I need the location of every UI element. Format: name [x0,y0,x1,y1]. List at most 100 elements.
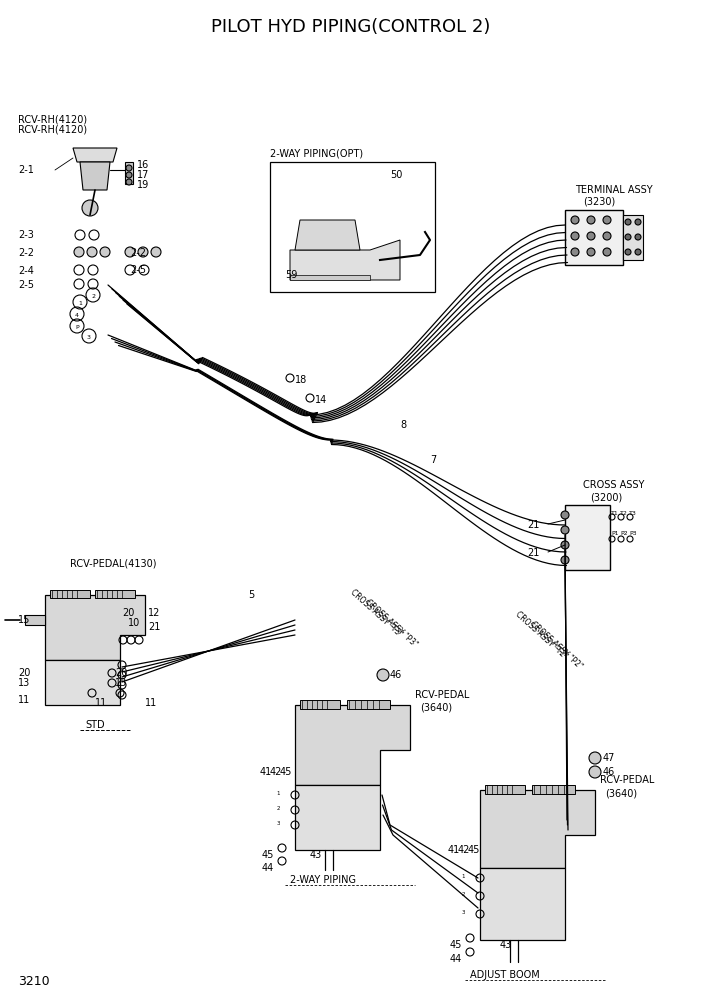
Circle shape [603,232,611,240]
Polygon shape [300,700,340,709]
Text: RCV-RH(4120): RCV-RH(4120) [18,125,87,135]
Text: 18: 18 [295,375,307,385]
Text: (3640): (3640) [420,703,452,713]
Text: 59: 59 [285,270,298,280]
Text: 21: 21 [528,548,540,558]
Circle shape [635,249,641,255]
Text: PILOT HYD PIPING(CONTROL 2): PILOT HYD PIPING(CONTROL 2) [211,18,491,36]
Text: 20: 20 [18,668,30,678]
Text: 3210: 3210 [18,975,50,988]
Circle shape [587,232,595,240]
Text: 4: 4 [75,313,79,318]
Text: 44: 44 [262,863,274,873]
Text: 11: 11 [95,698,107,708]
Bar [565,505,610,570]
Polygon shape [45,660,120,705]
Text: 20: 20 [115,668,127,678]
Text: 8: 8 [400,420,406,430]
Text: (3200): (3200) [590,492,622,502]
Text: 41: 41 [448,845,461,855]
Text: 2-WAY PIPING(OPT): 2-WAY PIPING(OPT) [270,148,363,158]
Text: 45: 45 [468,845,480,855]
Circle shape [82,200,98,216]
Text: P1: P1 [611,531,618,536]
Circle shape [571,232,579,240]
Circle shape [571,248,579,256]
Circle shape [625,249,631,255]
Text: CROSS ASSY "T2": CROSS ASSY "T2" [514,610,569,662]
Circle shape [561,526,569,534]
Text: 47: 47 [603,753,616,763]
Text: 3: 3 [461,910,465,915]
Text: 1: 1 [277,791,280,796]
Circle shape [126,172,132,178]
Circle shape [87,247,97,257]
Text: 2-2: 2-2 [130,248,146,258]
Text: 46: 46 [603,767,615,777]
Polygon shape [480,868,565,940]
Text: 19: 19 [137,180,150,190]
Text: 2-5: 2-5 [130,265,146,275]
Bar [270,162,435,292]
Polygon shape [485,785,525,794]
Text: 13: 13 [18,678,30,688]
Polygon shape [295,785,380,850]
Circle shape [625,234,631,240]
Polygon shape [295,705,410,785]
Text: STD: STD [85,720,105,730]
Polygon shape [480,790,595,868]
Text: 17: 17 [137,170,150,180]
Text: 3: 3 [87,335,91,340]
Polygon shape [80,162,110,190]
Circle shape [561,556,569,564]
Text: CROSS ASSY "P3": CROSS ASSY "P3" [364,598,420,650]
Bar [565,210,623,265]
Text: P: P [75,325,79,330]
Text: RCV-RH(4120): RCV-RH(4120) [18,115,87,125]
Text: 2-WAY PIPING: 2-WAY PIPING [290,875,356,885]
Text: 3: 3 [277,821,280,826]
Circle shape [125,247,135,257]
Text: 5: 5 [248,590,254,600]
Text: T2: T2 [620,511,628,516]
Circle shape [571,216,579,224]
Text: 2-1: 2-1 [18,165,34,175]
Text: 41: 41 [260,767,272,777]
Text: 2-2: 2-2 [18,248,34,258]
Text: 2: 2 [461,892,465,897]
Circle shape [74,247,84,257]
Text: 7: 7 [430,455,436,465]
Text: 15: 15 [18,615,30,625]
Text: P2: P2 [620,531,628,536]
Circle shape [377,669,389,681]
Text: 10: 10 [128,618,140,628]
Text: 21: 21 [148,622,160,632]
Text: T3: T3 [629,511,637,516]
Text: CROSS ASSY "T3": CROSS ASSY "T3" [349,588,404,639]
Text: RCV-PEDAL: RCV-PEDAL [600,775,654,785]
Polygon shape [347,700,390,709]
Circle shape [561,541,569,549]
Text: RCV-PEDAL(4130): RCV-PEDAL(4130) [70,558,157,568]
Text: (3230): (3230) [583,197,615,207]
Text: 2: 2 [277,806,280,811]
Text: 45: 45 [450,940,463,950]
Circle shape [126,165,132,171]
Text: TERMINAL ASSY: TERMINAL ASSY [575,185,653,195]
Text: 20: 20 [122,608,134,618]
Text: 16: 16 [137,160,150,170]
Text: 44: 44 [450,954,462,964]
Text: 13: 13 [115,678,127,688]
Polygon shape [45,595,145,660]
Text: 2: 2 [91,294,95,299]
Text: 12: 12 [148,608,160,618]
Text: T1: T1 [611,511,618,516]
Text: 50: 50 [390,170,402,180]
Text: 42: 42 [270,767,282,777]
Polygon shape [295,220,360,250]
Bar [25,615,45,625]
Text: 42: 42 [458,845,470,855]
Circle shape [589,766,601,778]
Text: 1: 1 [78,301,82,306]
Circle shape [635,219,641,225]
